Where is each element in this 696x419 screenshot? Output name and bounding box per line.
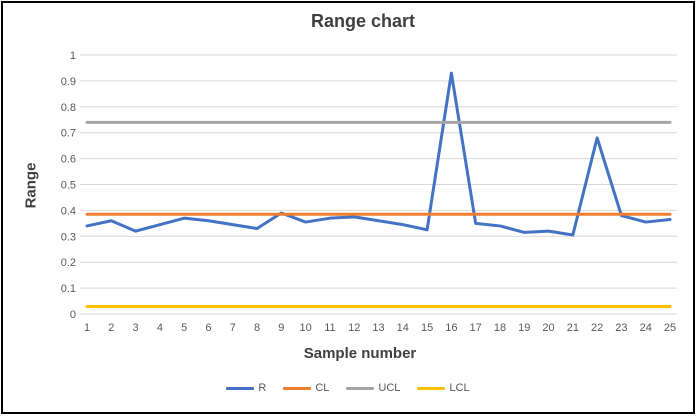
r-series-line [85, 71, 672, 237]
x-tick-label: 16 [445, 322, 457, 334]
y-tick-label: 0.1 [61, 283, 76, 295]
legend-item-r[interactable]: R [226, 382, 266, 394]
y-tick-label: 0.9 [61, 76, 76, 88]
x-tick-label: 25 [664, 322, 676, 334]
x-tick-label: 11 [324, 322, 335, 334]
x-tick-label: 19 [518, 322, 530, 334]
y-tick-label: 0.3 [61, 231, 76, 243]
y-tick-label: 0.8 [61, 102, 76, 114]
x-tick-label: 7 [230, 322, 236, 334]
chart-title: Range chart [310, 11, 416, 31]
y-tick-label: 0.7 [61, 128, 76, 140]
x-tick-label: 22 [591, 322, 603, 334]
x-tick-label: 20 [542, 322, 554, 334]
legend-label: R [258, 382, 267, 394]
legend-label: CL [315, 382, 330, 394]
x-tick-label: 1 [84, 322, 90, 334]
legend-swatch-cl [283, 386, 312, 390]
x-tick-label: 4 [157, 322, 163, 334]
legend-item-ucl[interactable]: UCL [346, 382, 400, 394]
chart-legend: R CL UCL LCL [0, 382, 696, 394]
x-tick-label: 3 [133, 322, 139, 334]
y-tick-label: 0 [70, 309, 76, 321]
y-tick-label: 0.4 [61, 205, 76, 217]
legend-label: UCL [378, 382, 401, 394]
x-tick-label: 6 [205, 322, 211, 334]
x-tick-label: 14 [397, 322, 409, 334]
legend-swatch-lcl [417, 386, 446, 390]
x-tick-label: 10 [300, 322, 312, 334]
y-tick-label: 0.6 [61, 154, 76, 166]
x-tick-label: 9 [278, 322, 284, 334]
x-tick-label: 15 [421, 322, 433, 334]
legend-item-cl[interactable]: CL [283, 382, 329, 394]
y-tick-label: 1 [70, 50, 76, 62]
y-tick-label: 0.2 [61, 257, 76, 269]
x-axis-title: Sample number [303, 345, 417, 362]
x-tick-label: 18 [494, 322, 506, 334]
x-tick-label: 24 [640, 322, 652, 334]
x-tick-label: 5 [181, 322, 187, 334]
legend-label: LCL [449, 382, 470, 394]
legend-swatch-ucl [346, 386, 375, 390]
y-tick-label: 0.5 [61, 180, 76, 192]
x-tick-label: 13 [372, 322, 384, 334]
x-tick-label: 8 [254, 322, 260, 334]
x-tick-label: 12 [348, 322, 360, 334]
x-tick-label: 2 [108, 322, 114, 334]
x-tick-label: 17 [470, 322, 482, 334]
legend-item-lcl[interactable]: LCL [417, 382, 470, 394]
legend-swatch-r [226, 386, 255, 390]
x-tick-label: 23 [615, 322, 627, 334]
x-tick-label: 21 [567, 322, 579, 334]
